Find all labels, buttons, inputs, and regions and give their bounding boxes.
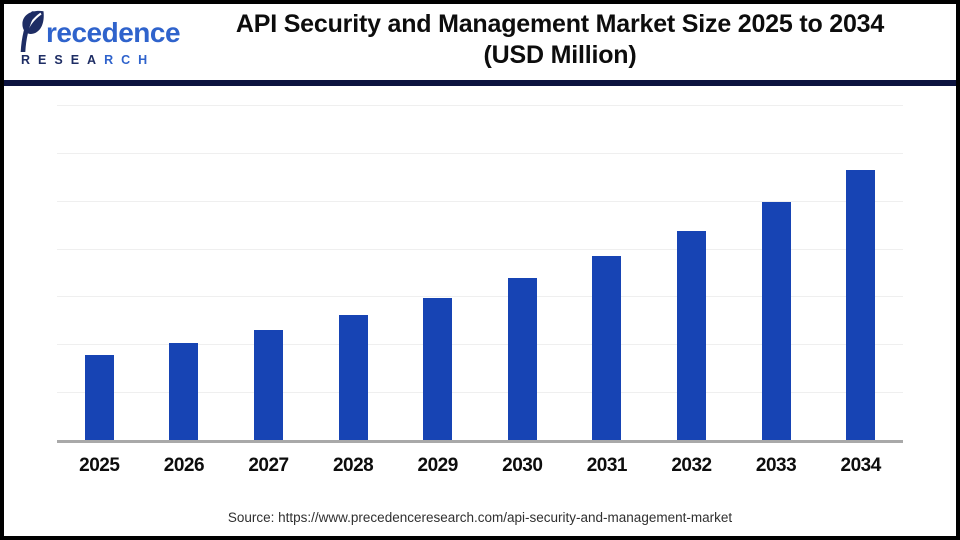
bar-chart-plot-area [57, 105, 903, 443]
x-axis-labels: 2025 2026 2027 2028 2029 2030 2031 2032 2033 2034 [57, 456, 903, 476]
bar-2033 [761, 201, 791, 440]
bar-2029 [423, 297, 453, 440]
precedence-research-logo: recedence RESEARCH [18, 10, 181, 67]
x-tick-label-2033: 2033 [755, 455, 797, 476]
bar-slot-2027 [226, 105, 311, 440]
bar-2028 [338, 314, 368, 440]
bar-2031 [592, 255, 622, 440]
x-tick-label-2034: 2034 [840, 455, 882, 476]
gridline [57, 248, 903, 250]
bar-slot-2028 [311, 105, 396, 440]
chart-title: API Security and Management Market Size … [184, 9, 936, 71]
bar-slot-2033 [734, 105, 819, 440]
bar-slot-2032 [649, 105, 734, 440]
bars-layer [57, 105, 903, 440]
source-attribution: Source: https://www.precedenceresearch.c… [227, 510, 733, 525]
gridline [57, 200, 903, 202]
gridline [57, 296, 903, 298]
chart-title-line1: API Security and Management Market Size … [235, 10, 885, 38]
gridline [57, 105, 903, 106]
x-tick-label-2031: 2031 [586, 455, 628, 476]
bar-2032 [676, 230, 706, 440]
x-tick-label-2032: 2032 [671, 455, 712, 476]
header: recedence RESEARCH API Security and Mana… [4, 4, 956, 80]
bar-2030 [507, 278, 537, 440]
gridline [57, 392, 903, 394]
logo-brand-row: recedence [18, 10, 181, 52]
gridline [57, 344, 903, 346]
bar-slot-2031 [565, 105, 650, 440]
x-tick-label-2025: 2025 [79, 455, 120, 476]
logo-brand-text: recedence [46, 17, 181, 48]
x-tick-label-2028: 2028 [332, 455, 374, 476]
bar-slot-2026 [142, 105, 227, 440]
x-tick-label-2026: 2026 [163, 455, 205, 476]
bar-slot-2030 [480, 105, 565, 440]
chart-title-line2: (USD Million) [483, 41, 637, 69]
logo-subbrand-text: RESEARCH [21, 53, 156, 67]
x-tick-label-2030: 2030 [502, 455, 543, 476]
header-divider [4, 80, 956, 86]
bar-2027 [253, 329, 283, 440]
precedence-leaf-p-icon [20, 10, 44, 52]
bar-slot-2029 [395, 105, 480, 440]
bar-2025 [84, 354, 114, 440]
x-tick-label-2029: 2029 [417, 455, 459, 476]
x-tick-label-2027: 2027 [248, 455, 289, 476]
bar-slot-2025 [57, 105, 142, 440]
bar-slot-2034 [818, 105, 903, 440]
bar-2026 [169, 343, 199, 440]
gridline [57, 152, 903, 154]
bar-2034 [846, 169, 876, 440]
